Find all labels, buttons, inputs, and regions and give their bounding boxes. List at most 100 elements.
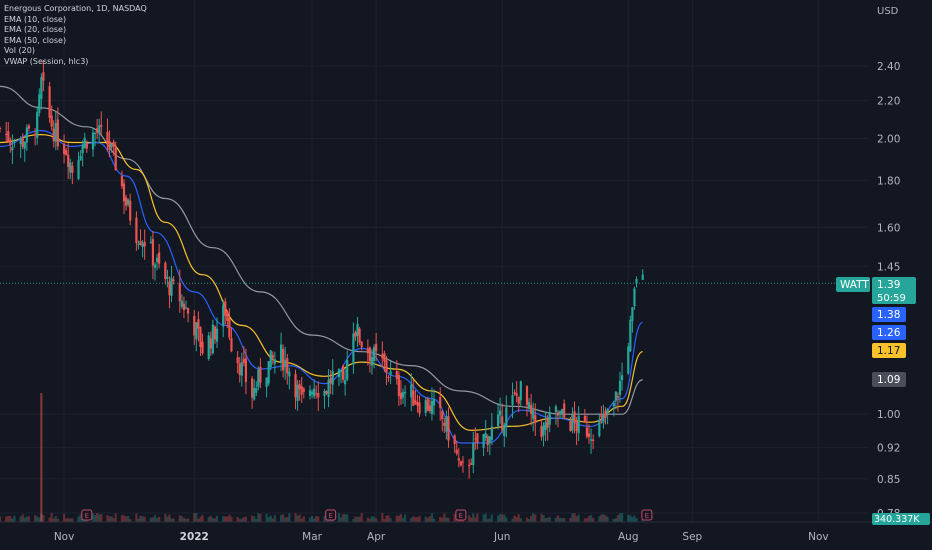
- volume-bar: [79, 514, 82, 522]
- volume-bar: [27, 516, 31, 522]
- candle-body: [575, 420, 578, 432]
- volume-bar: [476, 513, 479, 522]
- candle-body: [337, 369, 341, 377]
- candle-body: [525, 386, 529, 405]
- volume-bar: [184, 518, 188, 522]
- volume-bar: [317, 516, 320, 522]
- volume-bar: [412, 516, 415, 522]
- candle-body: [366, 348, 369, 354]
- volume-bar: [286, 516, 289, 522]
- candle-body: [426, 398, 429, 411]
- volume-bar: [496, 515, 500, 522]
- volume-bar: [120, 515, 124, 522]
- volume-bar: [108, 516, 111, 522]
- candle-body: [166, 277, 169, 279]
- volume-bar: [358, 516, 361, 522]
- candle-body: [604, 410, 607, 418]
- candle-body: [389, 371, 392, 375]
- volume-bar: [93, 515, 97, 522]
- volume-bar: [267, 517, 270, 522]
- candle-body: [0, 127, 2, 129]
- ticker-badge: [836, 277, 870, 292]
- volume-bar: [447, 517, 450, 522]
- candle-body: [606, 409, 609, 413]
- volume-bar: [315, 515, 318, 522]
- volume-bar: [530, 515, 533, 522]
- volume-bar: [207, 517, 210, 522]
- volume-bar: [302, 516, 305, 522]
- volume-bar: [56, 518, 59, 522]
- candle-body: [627, 346, 630, 374]
- volume-bar: [418, 515, 421, 522]
- volume-bar: [135, 513, 138, 522]
- indicator-volume[interactable]: Vol (20): [4, 46, 35, 55]
- volume-bar: [149, 517, 152, 522]
- volume-bar: [410, 517, 413, 522]
- volume-bar: [401, 517, 405, 522]
- volume-bar: [224, 516, 227, 522]
- candle-body: [5, 133, 8, 135]
- candle-body: [569, 421, 572, 431]
- ema50-value: 1.17: [877, 345, 900, 357]
- candle-body: [164, 262, 167, 280]
- volume-bar: [255, 518, 258, 522]
- indicator-ema10[interactable]: EMA (10, close): [4, 14, 67, 24]
- indicator-vwap[interactable]: VWAP (Session, hlc3): [4, 56, 89, 66]
- volume-bar: [294, 513, 297, 522]
- volume-bar: [158, 516, 161, 522]
- candle-body: [499, 410, 502, 416]
- candle-body: [267, 361, 270, 384]
- volume-bar: [48, 517, 51, 522]
- candle-body: [620, 375, 624, 381]
- volume-bar: [344, 514, 347, 522]
- ema50-badge: [872, 343, 906, 358]
- symbol-title[interactable]: Energous Corporation, 1D, NASDAQ: [4, 4, 147, 13]
- candle-body: [11, 147, 14, 151]
- countdown-value: 50:59: [877, 293, 906, 304]
- candle-body: [100, 124, 103, 127]
- candle-body: [571, 414, 574, 431]
- volume-bar: [124, 516, 128, 522]
- volume-bar: [308, 517, 312, 522]
- candle-body: [257, 369, 260, 387]
- candle-body: [141, 243, 144, 247]
- volume-bar: [13, 515, 16, 522]
- volume-bar: [129, 518, 132, 522]
- volume-bar: [213, 518, 217, 522]
- vwap-badge: [872, 372, 906, 387]
- volume-bar: [616, 515, 620, 522]
- volume-bar: [563, 518, 566, 522]
- candle-body: [251, 378, 254, 398]
- volume-bar: [598, 516, 601, 522]
- candle-body: [476, 433, 479, 443]
- volume-bar: [486, 518, 489, 522]
- candle-body: [42, 72, 45, 81]
- candle-body: [308, 390, 312, 396]
- candle-body: [459, 461, 462, 466]
- indicator-ema50[interactable]: EMA (50, close): [4, 35, 67, 45]
- candle-body: [23, 142, 26, 149]
- earnings-marker: [455, 509, 467, 521]
- candle-body: [577, 415, 580, 434]
- price-tick-label: 1.45: [877, 261, 900, 273]
- volume-bar: [372, 516, 376, 522]
- volume-bar: [399, 514, 403, 522]
- indicator-ema20[interactable]: EMA (20, close): [4, 25, 67, 34]
- candle-body: [403, 391, 407, 394]
- volume-bar: [155, 518, 159, 522]
- volume-bar: [244, 516, 248, 522]
- volume-bar: [561, 518, 564, 522]
- candle-body: [598, 419, 601, 437]
- candle-body: [120, 175, 124, 187]
- candle-body: [503, 425, 506, 437]
- volume-bar: [172, 518, 175, 522]
- earnings-marker: [641, 509, 653, 521]
- volume-bar: [544, 518, 547, 522]
- volume-bar: [403, 514, 407, 522]
- volume-bar: [499, 513, 502, 522]
- volume-bar: [222, 516, 225, 522]
- volume-bar: [209, 515, 212, 522]
- candle-body: [585, 427, 589, 437]
